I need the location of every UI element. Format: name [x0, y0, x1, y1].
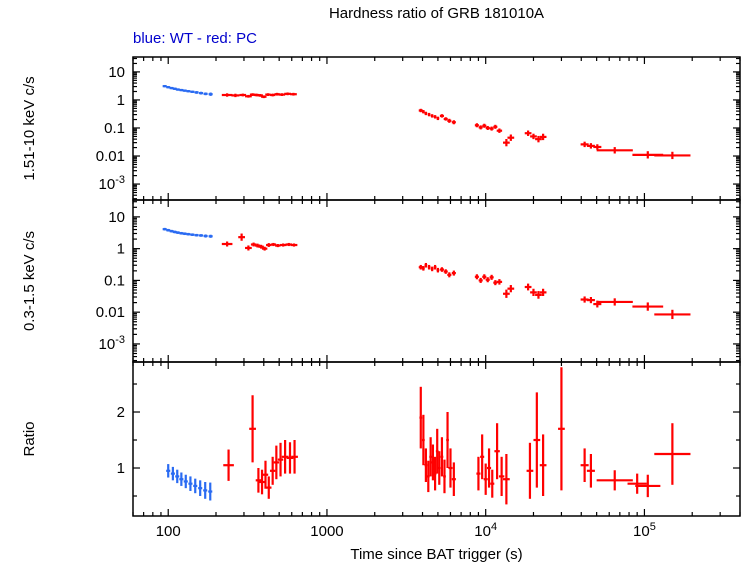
panel-border — [132, 361, 741, 517]
panel-border — [132, 56, 741, 201]
y-tick-label: 1 — [117, 460, 125, 477]
series-pc — [223, 367, 691, 505]
panel-border — [132, 199, 741, 363]
x-tick-label: 105 — [633, 521, 656, 540]
y-tick-label: 10 — [108, 64, 125, 81]
y-tick-label: 0.1 — [104, 120, 125, 137]
y-tick-label: 0.01 — [96, 148, 125, 165]
y-tick-label: 1 — [117, 241, 125, 258]
panel-ratio: 1 2 Ratio — [21, 361, 741, 517]
y-axis-label: 0.3-1.5 keV c/s — [21, 231, 38, 331]
y-tick-label: 10-3 — [99, 334, 125, 353]
chart-title: Hardness ratio of GRB 181010A — [328, 5, 545, 22]
tick-marks — [132, 57, 741, 200]
y-tick-label: 2 — [117, 404, 125, 421]
y-axis-label: Ratio — [21, 421, 38, 456]
series-wt — [162, 85, 213, 96]
tick-marks — [132, 362, 741, 516]
series-pc — [221, 92, 691, 160]
y-axis-label: 1.51-10 keV c/s — [21, 76, 38, 180]
y-tick-label: 10 — [108, 209, 125, 226]
y-tick-label: 1 — [117, 92, 125, 109]
y-tick-label: 0.01 — [96, 304, 125, 321]
tick-marks — [132, 200, 741, 362]
series-wt — [166, 464, 213, 501]
y-tick-label: 10-3 — [99, 174, 125, 193]
y-tick-label: 0.1 — [104, 272, 125, 289]
x-tick-label: 100 — [156, 523, 181, 540]
x-tick-label: 104 — [474, 521, 497, 540]
series-pc — [221, 233, 691, 320]
chart-legend-text: blue: WT - red: PC — [133, 30, 257, 47]
x-tick-label: 1000 — [310, 523, 343, 540]
panel-soft-band: 10 1 0.1 0.01 10-3 0.3-1.5 keV c/s — [21, 199, 741, 363]
series-wt — [162, 227, 213, 238]
x-axis-label: Time since BAT trigger (s) — [350, 546, 522, 563]
panel-hard-band: 10 1 0.1 0.01 10-3 1.51-10 keV c/s — [21, 56, 741, 201]
